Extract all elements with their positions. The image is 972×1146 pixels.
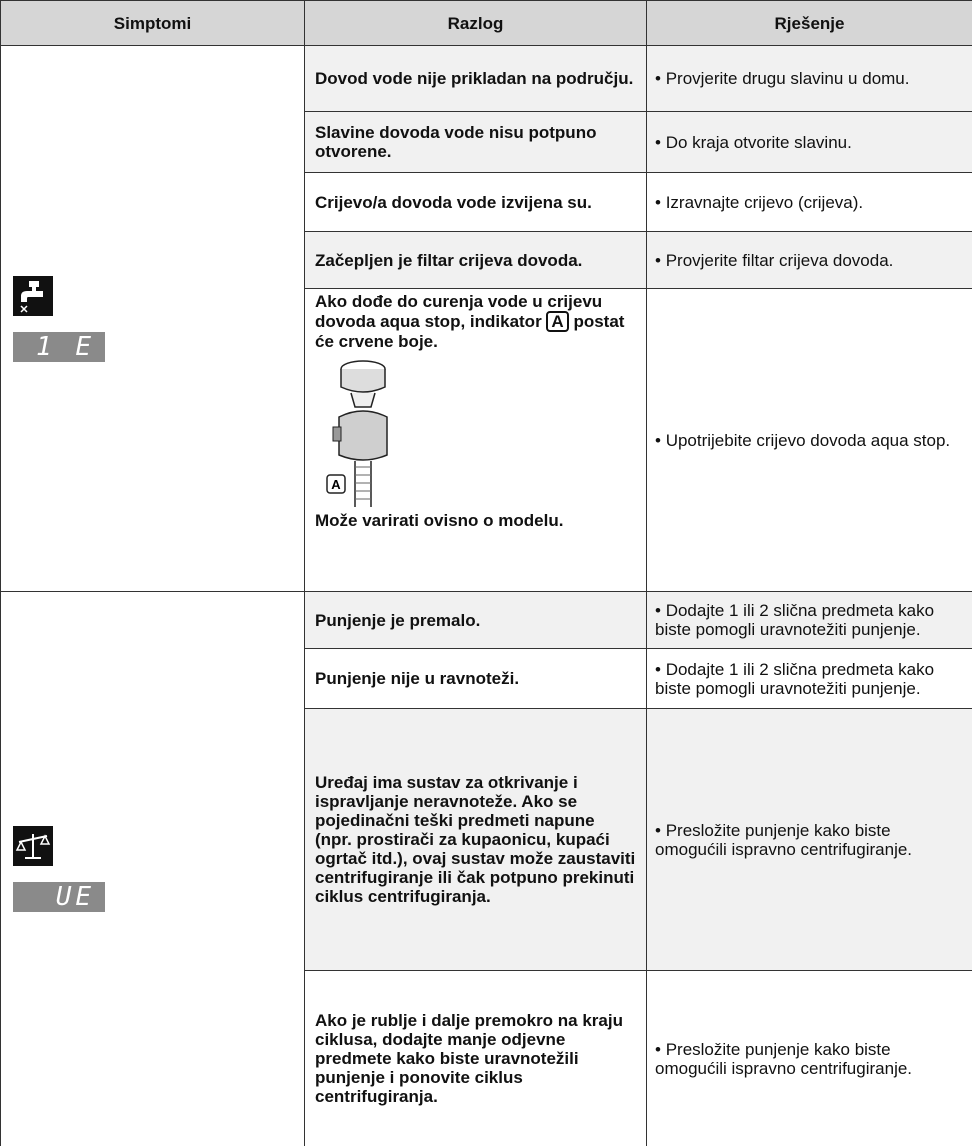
row: Ako dođe do curenja vode u crijevu dovod… [1,288,972,592]
error-display: 1 E [13,331,105,362]
solution-cell: Do kraja otvorite slavinu. [646,111,972,173]
reason: Punjenje nije u ravnoteži. [304,648,647,709]
solution-cell: Dodajte 1 ili 2 slična predmeta kako bis… [646,648,972,709]
row: Slavine dovoda vode nisu potpuno otvoren… [1,111,972,173]
row: Ako je rublje i dalje premokro na kraju … [1,970,972,1146]
reason: Ako dođe do curenja vode u crijevu dovod… [315,292,603,331]
solution: Izravnajte crijevo (crijeva). [655,193,863,212]
symptom-cell: UE [0,591,305,1146]
solution: Presložite punjenje kako biste omogućili… [655,1040,912,1078]
reason-cell: Ako dođe do curenja vode u crijevu dovod… [304,288,647,592]
hose-figure: A [326,360,388,507]
indicator: A [546,311,569,332]
header: Razlog [304,0,647,46]
header-row: Simptomi Razlog Rješenje [0,0,972,46]
reason: Dovod vode nije prikladan na području. [304,45,647,112]
row: Punjenje nije u ravnoteži. Dodajte 1 ili… [1,648,972,709]
reason: Punjenje je premalo. [304,591,647,649]
header: Rješenje [646,0,972,46]
solution: Dodajte 1 ili 2 slična predmeta kako bis… [655,601,934,639]
solution-cell: Presložite punjenje kako biste omogućili… [646,708,972,971]
balance-icon [13,826,53,866]
reason: Ako je rublje i dalje premokro na kraju … [304,970,647,1146]
solution: Dodajte 1 ili 2 slična predmeta kako bis… [655,660,934,698]
row: Uređaj ima sustav za otkrivanje i isprav… [1,708,972,971]
reason: Uređaj ima sustav za otkrivanje i isprav… [304,708,647,971]
row: UE Punjenje je premalo. Dodajte 1 ili 2 … [0,591,972,1146]
reason: Crijevo/a dovoda vode izvijena su. [304,172,647,232]
row: Crijevo/a dovoda vode izvijena su. Izrav… [1,172,972,232]
solution-cell: Presložite punjenje kako biste omogućili… [646,970,972,1146]
tap-icon [13,275,53,316]
solution: Provjerite drugu slavinu u domu. [655,69,909,88]
header: Simptomi [0,0,305,46]
solution: Presložite punjenje kako biste omogućili… [655,821,912,859]
solution: Do kraja otvorite slavinu. [655,133,852,152]
solution-cell: Provjerite filtar crijeva dovoda. [646,231,972,289]
solution-cell: Dodajte 1 ili 2 slična predmeta kako bis… [646,591,972,649]
row: Začepljen je filtar crijeva dovoda. Prov… [1,231,972,289]
solution-cell: Upotrijebite crijevo dovoda aqua stop. [646,288,972,592]
figure-label: A [331,477,341,492]
reason: Začepljen je filtar crijeva dovoda. [304,231,647,289]
reason: Slavine dovoda vode nisu potpuno otvoren… [304,111,647,173]
solution: Provjerite filtar crijeva dovoda. [655,251,893,270]
solution: Upotrijebite crijevo dovoda aqua stop. [655,431,950,450]
symptom-cell: 1 E [0,45,305,592]
note: Može varirati ovisno o modelu. [315,511,564,530]
solution-cell: Izravnajte crijevo (crijeva). [646,172,972,232]
solution-cell: Provjerite drugu slavinu u domu. [646,45,972,112]
row: 1 E Dovod vode nije prikladan na područj… [0,45,972,592]
reason: postat će crvene boje. [315,312,625,351]
error-display: UE [13,882,105,912]
